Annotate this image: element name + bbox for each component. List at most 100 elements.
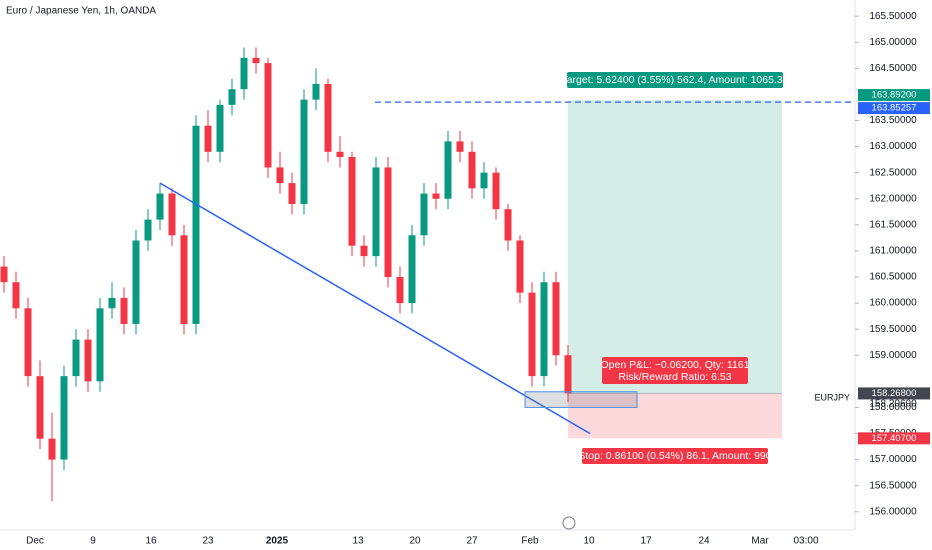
candle-body bbox=[228, 89, 236, 105]
x-tick-label: 23 bbox=[202, 536, 214, 547]
candle-body bbox=[24, 308, 32, 377]
candle-body bbox=[384, 167, 392, 277]
y-tick-label: 161.50000 bbox=[869, 219, 917, 230]
price-badge-label: 163.89200 bbox=[872, 90, 917, 101]
candle-body bbox=[528, 292, 536, 377]
last-price: 158.20600 bbox=[869, 398, 917, 409]
candle-body bbox=[96, 308, 104, 382]
x-tick-label: Mar bbox=[751, 536, 769, 547]
symbol-label: EURJPY bbox=[814, 392, 850, 402]
x-tick-label: 20 bbox=[409, 536, 421, 547]
trendline bbox=[159, 182, 591, 435]
pnl-label: Open P&L: −0.06200, Qty: 1161 bbox=[601, 359, 750, 371]
x-tick-label: 2025 bbox=[266, 536, 289, 547]
candle-body bbox=[348, 157, 356, 246]
price-badge bbox=[858, 387, 930, 400]
price-badge-label: 163.85257 bbox=[872, 103, 917, 114]
candle-body bbox=[72, 339, 80, 377]
candle-body bbox=[156, 193, 164, 220]
candle-body bbox=[444, 141, 452, 199]
y-tick-label: 162.50000 bbox=[869, 167, 917, 178]
candle-body bbox=[264, 63, 272, 168]
candle-body bbox=[396, 276, 404, 304]
candle-body bbox=[276, 167, 284, 184]
target-zone bbox=[568, 100, 782, 394]
candle-body bbox=[360, 245, 368, 257]
candle-body bbox=[84, 339, 92, 382]
y-tick-label: 163.50000 bbox=[869, 115, 917, 126]
candle-body bbox=[288, 183, 296, 204]
y-tick-label: 163.00000 bbox=[869, 141, 917, 152]
y-tick-label: 156.50000 bbox=[869, 480, 917, 491]
candle-body bbox=[252, 57, 260, 64]
candle-body bbox=[60, 376, 68, 460]
x-tick-label: 16 bbox=[145, 536, 157, 547]
pnl-box bbox=[602, 357, 748, 384]
candle-body bbox=[552, 282, 560, 356]
candle-body bbox=[12, 282, 20, 309]
candle-body bbox=[504, 209, 512, 241]
x-tick-label: 27 bbox=[466, 536, 478, 547]
y-tick-label: 164.50000 bbox=[869, 63, 917, 74]
candle-body bbox=[540, 282, 548, 377]
x-tick-label: 10 bbox=[583, 536, 595, 547]
candle-body bbox=[204, 125, 212, 152]
candle-body bbox=[372, 167, 380, 257]
price-badge-label: 157.40700 bbox=[872, 433, 917, 444]
box bbox=[524, 391, 638, 408]
y-tick-label: 159.00000 bbox=[869, 350, 917, 361]
price-badge bbox=[858, 89, 930, 102]
y-tick-label: 161.00000 bbox=[869, 246, 917, 257]
candle-body bbox=[192, 125, 200, 324]
x-tick-label: 9 bbox=[90, 536, 96, 547]
x-tick-label: Feb bbox=[521, 536, 539, 547]
stop-label-box bbox=[582, 448, 768, 464]
y-tick-label: 156.00000 bbox=[869, 506, 917, 517]
x-tick-label: 17 bbox=[640, 536, 652, 547]
x-tick-label: Dec bbox=[26, 536, 44, 547]
candle-body bbox=[240, 57, 248, 90]
x-tick-label: 03:00 bbox=[793, 536, 818, 547]
candle-body bbox=[408, 235, 416, 304]
candle-body bbox=[480, 172, 488, 189]
y-tick-label: 159.50000 bbox=[869, 324, 917, 335]
candle-body bbox=[420, 193, 428, 236]
price-badge bbox=[858, 102, 930, 115]
target-label-box bbox=[567, 72, 783, 89]
candle-body bbox=[144, 219, 152, 241]
candle-body bbox=[108, 297, 116, 309]
candle-body bbox=[456, 141, 464, 152]
rr-label: Risk/Reward Ratio: 6.53 bbox=[618, 371, 731, 383]
candle-body bbox=[36, 376, 44, 439]
candle-body bbox=[168, 193, 176, 236]
y-tick-label: 158.00000 bbox=[869, 402, 917, 413]
candle-body bbox=[216, 104, 224, 152]
y-tick-label: 160.50000 bbox=[869, 272, 917, 283]
candle-body bbox=[180, 235, 188, 324]
y-tick-label: 157.00000 bbox=[869, 454, 917, 465]
candle-body bbox=[120, 297, 128, 324]
candle-body bbox=[516, 240, 524, 293]
candle-body bbox=[564, 355, 572, 394]
candle-body bbox=[336, 151, 344, 158]
icon[interactable] bbox=[562, 516, 576, 530]
stop-label: Stop: 0.86100 (0.54%) 86.1, Amount: 990 bbox=[578, 450, 771, 462]
stop-zone bbox=[568, 393, 782, 439]
candle-body bbox=[300, 99, 308, 204]
candle-body bbox=[324, 83, 332, 152]
candle-body bbox=[492, 172, 500, 210]
y-tick-label: 162.00000 bbox=[869, 193, 917, 204]
candle-body bbox=[48, 438, 56, 460]
y-tick-label: 165.00000 bbox=[869, 37, 917, 48]
chart-title: Euro / Japanese Yen, 1h, OANDA bbox=[6, 6, 156, 17]
candle-body bbox=[132, 240, 140, 324]
candle-body bbox=[432, 193, 440, 199]
candle-body bbox=[312, 83, 320, 100]
x-tick-label: 24 bbox=[698, 536, 710, 547]
y-tick-label: 160.00000 bbox=[869, 298, 917, 309]
x-tick-label: 13 bbox=[352, 536, 364, 547]
target-label: Target: 5.62400 (3.55%) 562.4, Amount: 1… bbox=[561, 74, 788, 86]
candle-body bbox=[0, 266, 8, 283]
